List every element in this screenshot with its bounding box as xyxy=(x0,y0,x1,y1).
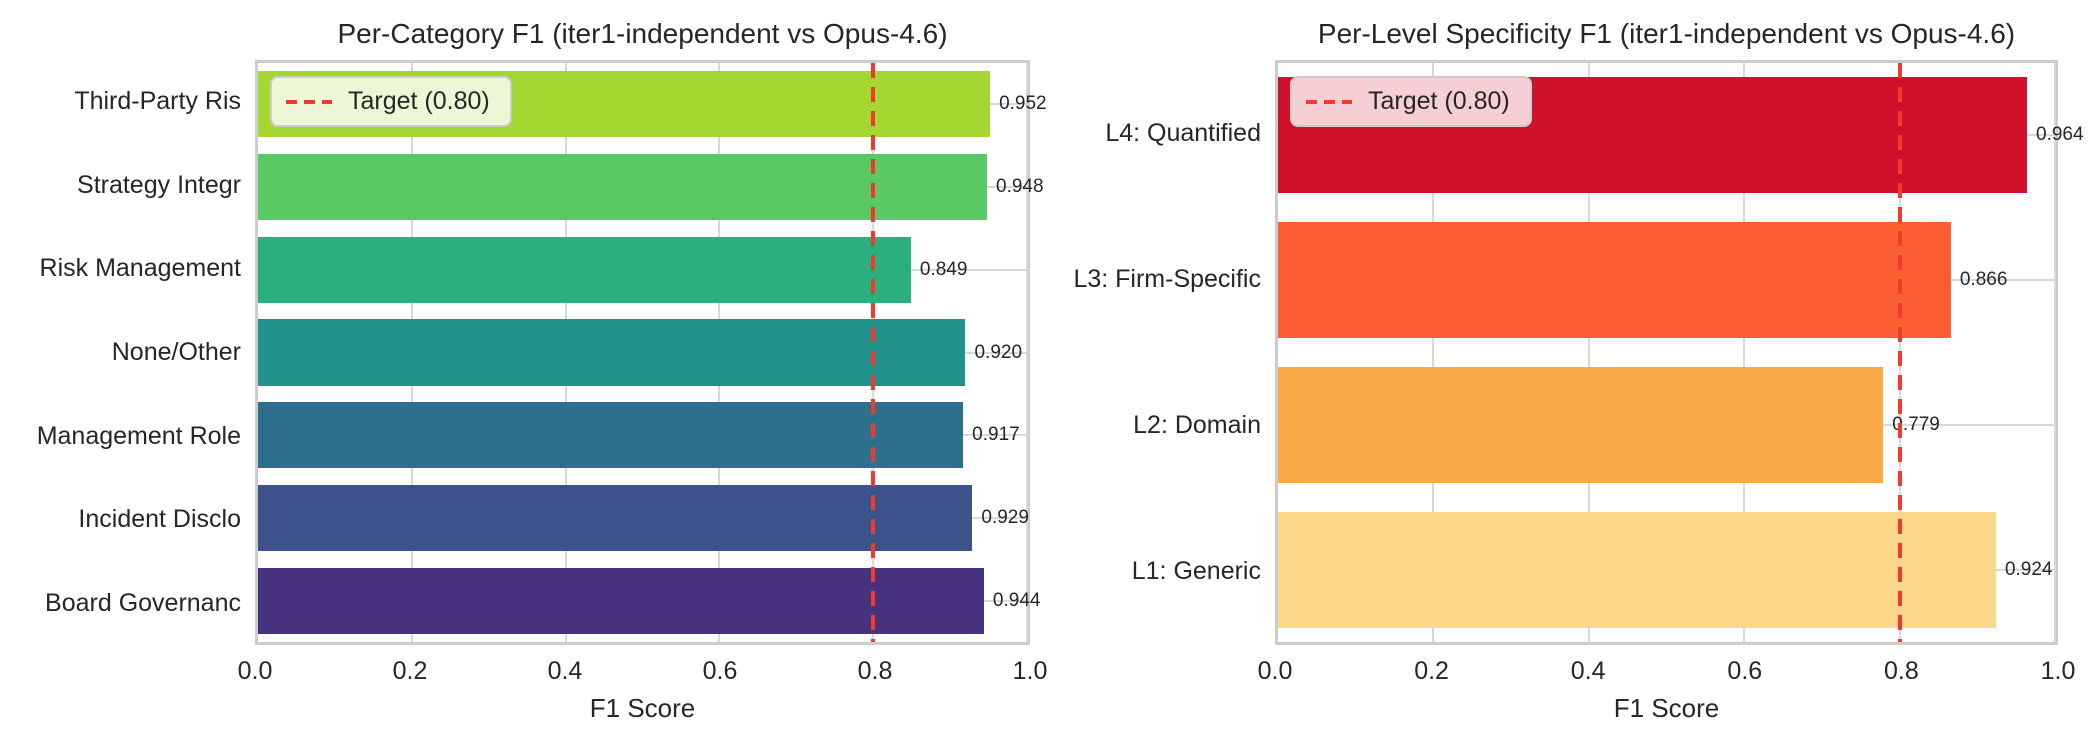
dashed-line-icon xyxy=(1306,99,1352,104)
per-level-specificity-f1-chart: Per-Level Specificity F1 (iter1-independ… xyxy=(1050,0,2100,750)
category-label: Strategy Integr xyxy=(77,170,241,199)
bar-row: 0.779 xyxy=(1278,353,2055,498)
chart-title: Per-Level Specificity F1 (iter1-independ… xyxy=(1317,18,2016,49)
bar-row: 0.944 xyxy=(258,559,1040,642)
bar-value-label: 0.944 xyxy=(992,589,1041,611)
legend: Target (0.80) xyxy=(270,76,512,127)
bar xyxy=(258,402,964,469)
bar-row: 0.917 xyxy=(258,394,1027,477)
bar-value-label: 0.779 xyxy=(1892,413,1940,435)
bar-row: 0.929 xyxy=(258,477,1029,560)
chart-body: L4: Quantified L3: Firm-Specific L2: Domai… xyxy=(1050,60,2100,645)
category-label: Management Role xyxy=(36,421,241,450)
bar-row: 0.924 xyxy=(1278,497,2055,642)
x-tick-label: 0.6 xyxy=(702,657,738,685)
bar xyxy=(1278,366,1884,483)
category-label: L1: Generic xyxy=(1131,557,1261,586)
bar-value-label: 0.920 xyxy=(974,341,1023,363)
bar-rows: 0.964 0.866 0.779 0.924 xyxy=(1278,63,2084,642)
bar-value-label: 0.917 xyxy=(972,424,1020,446)
bar xyxy=(258,153,987,221)
vertical-gridline xyxy=(1026,63,1028,642)
bar-row: 0.849 xyxy=(258,228,1027,311)
bar-value-label: 0.866 xyxy=(1959,269,2008,291)
x-tick-label: 0.6 xyxy=(1727,657,1763,685)
bar-row: 0.920 xyxy=(258,311,1027,394)
category-label: L2: Domain xyxy=(1133,411,1261,440)
bar-value-label: 0.964 xyxy=(2036,124,2084,146)
chart-title: Per-Category F1 (iter1-independent vs Op… xyxy=(337,18,948,49)
bar xyxy=(258,236,911,303)
target-line xyxy=(1897,63,1902,642)
bar-value-label: 0.952 xyxy=(999,93,1047,115)
category-label: L3: Firm-Specific xyxy=(1073,264,1261,293)
x-tick-label: 1.0 xyxy=(1012,657,1048,685)
x-tick-label: 0.0 xyxy=(1257,657,1293,685)
x-tick-label: 0.8 xyxy=(857,657,893,685)
bar-rows: 0.952 0.948 0.849 0.920 0.917 0.929 0.944 xyxy=(258,63,1047,642)
x-axis-title: F1 Score xyxy=(589,693,696,723)
category-label: Board Governanc xyxy=(45,588,241,617)
category-label: Risk Management xyxy=(39,254,241,283)
bar-row: 0.948 xyxy=(258,146,1044,229)
x-tick-label: 0.2 xyxy=(392,657,428,685)
y-axis-labels: L4: Quantified L3: Firm-Specific L2: Domai… xyxy=(1050,60,1275,645)
bar-value-label: 0.929 xyxy=(981,506,1029,528)
bar-row: 0.866 xyxy=(1278,208,2055,353)
bar xyxy=(1278,222,1951,339)
category-label: Third-Party Ris xyxy=(74,87,241,116)
plot-area: 0.952 0.948 0.849 0.920 0.917 0.929 0.944 Targ… xyxy=(255,60,1047,645)
vertical-gridline xyxy=(1587,63,1590,642)
legend: Target (0.80) xyxy=(1290,76,1532,127)
x-tick-label: 0.4 xyxy=(547,657,583,685)
vertical-gridline xyxy=(1432,63,1435,642)
x-axis-title: F1 Score xyxy=(1613,693,1720,723)
bar-value-label: 0.849 xyxy=(919,258,968,280)
bar-value-label: 0.948 xyxy=(996,176,1044,198)
x-axis-ticks: 0.0 0.2 0.4 0.6 0.8 1.0 xyxy=(1258,645,2076,691)
bar xyxy=(1278,511,1996,628)
category-label: Incident Disclo xyxy=(78,505,241,534)
plot-area: 0.964 0.866 0.779 0.924 Target (0.80) xyxy=(1275,60,2084,645)
x-tick-label: 0.0 xyxy=(237,657,273,685)
chart-body: Third-Party Ris Strategy Integr Risk Manag… xyxy=(0,60,1050,645)
x-tick-label: 0.2 xyxy=(1414,657,1449,685)
x-tick-label: 1.0 xyxy=(2040,657,2076,685)
legend-label: Target (0.80) xyxy=(348,87,490,115)
bar-value-label: 0.924 xyxy=(2004,558,2053,580)
target-line xyxy=(871,63,876,642)
bar xyxy=(258,319,966,386)
x-tick-label: 0.8 xyxy=(1884,657,1919,685)
x-tick-label: 0.4 xyxy=(1570,657,1606,685)
x-axis-ticks: 0.0 0.2 0.4 0.6 0.8 1.0 xyxy=(238,645,1048,691)
legend-label: Target (0.80) xyxy=(1368,87,1510,115)
per-category-f1-chart: Per-Category F1 (iter1-independent vs Op… xyxy=(0,18,1050,723)
vertical-gridline xyxy=(1743,63,1746,642)
dashed-line-icon xyxy=(286,99,332,104)
vertical-gridline xyxy=(2054,63,2056,642)
category-label: None/Other xyxy=(111,338,241,367)
category-label: L4: Quantified xyxy=(1105,118,1261,147)
bar xyxy=(258,484,973,552)
y-axis-labels: Third-Party Ris Strategy Integr Risk Manag… xyxy=(0,60,255,645)
bar xyxy=(258,567,984,634)
